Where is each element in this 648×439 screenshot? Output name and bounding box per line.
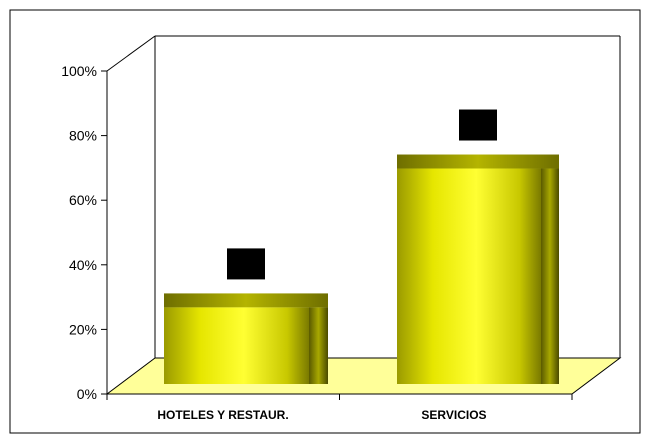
- y-tick-label: 60%: [69, 192, 97, 208]
- category-label: SERVICIOS: [421, 408, 486, 422]
- bar-top: [397, 154, 559, 169]
- bar-front: [164, 307, 309, 384]
- category-label: HOTELES Y RESTAUR.: [157, 408, 288, 422]
- bar: [164, 248, 328, 384]
- bar-front: [397, 168, 541, 384]
- y-tick-label: 20%: [69, 321, 97, 337]
- y-tick-label: 100%: [61, 63, 97, 79]
- bar: [397, 109, 559, 384]
- bar-side: [309, 307, 328, 384]
- y-tick-label: 0%: [77, 386, 97, 402]
- bar-top: [164, 293, 328, 308]
- data-label-box: [459, 109, 497, 141]
- y-tick-label: 80%: [69, 128, 97, 144]
- y-tick-label: 40%: [69, 257, 97, 273]
- side-wall-top-edge: [106, 35, 156, 72]
- bar-side: [541, 168, 559, 384]
- data-label-box: [227, 248, 265, 280]
